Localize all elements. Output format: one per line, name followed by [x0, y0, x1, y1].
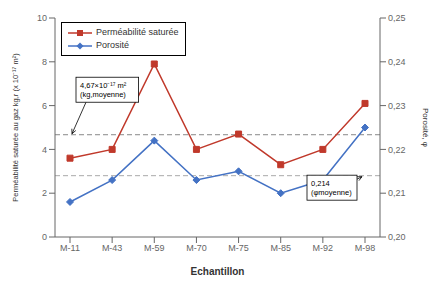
- svg-text:6: 6: [42, 101, 47, 111]
- svg-text:8: 8: [42, 57, 47, 67]
- svg-text:0,20: 0,20: [388, 232, 406, 242]
- svg-text:0,23: 0,23: [388, 101, 406, 111]
- svg-text:M-11: M-11: [60, 243, 80, 253]
- svg-text:M-70: M-70: [186, 243, 207, 253]
- svg-text:0: 0: [42, 232, 47, 242]
- svg-text:M-85: M-85: [270, 243, 291, 253]
- html-text:Perméabilité saturée: Perméabilité saturée: [96, 27, 179, 37]
- svg-text:Perméabilité saturée au gaz kg: Perméabilité saturée au gaz kg,r (x 10⁻¹…: [11, 53, 20, 202]
- svg-text:Porosité, φ: Porosité, φ: [421, 108, 430, 147]
- html-text:Porosité: Porosité: [96, 40, 129, 50]
- svg-text:0,24: 0,24: [388, 57, 406, 67]
- svg-text:M-43: M-43: [102, 243, 123, 253]
- svg-text:2: 2: [42, 188, 47, 198]
- svg-text:M-92: M-92: [313, 243, 334, 253]
- svg-text:4: 4: [42, 145, 47, 155]
- svg-text:M-59: M-59: [144, 243, 165, 253]
- svg-text:Echantillon: Echantillon: [191, 266, 245, 277]
- svg-text:M-98: M-98: [355, 243, 376, 253]
- svg-text:0,25: 0,25: [388, 13, 406, 23]
- svg-text:0,214(φmoyenne): 0,214(φmoyenne): [311, 179, 352, 198]
- svg-text:M-75: M-75: [228, 243, 249, 253]
- svg-text:0,22: 0,22: [388, 145, 406, 155]
- svg-text:10: 10: [37, 13, 47, 23]
- svg-text:0,21: 0,21: [388, 188, 406, 198]
- svg-text:4,67×10⁻¹⁷ m²(kg,moyenne): 4,67×10⁻¹⁷ m²(kg,moyenne): [80, 81, 127, 100]
